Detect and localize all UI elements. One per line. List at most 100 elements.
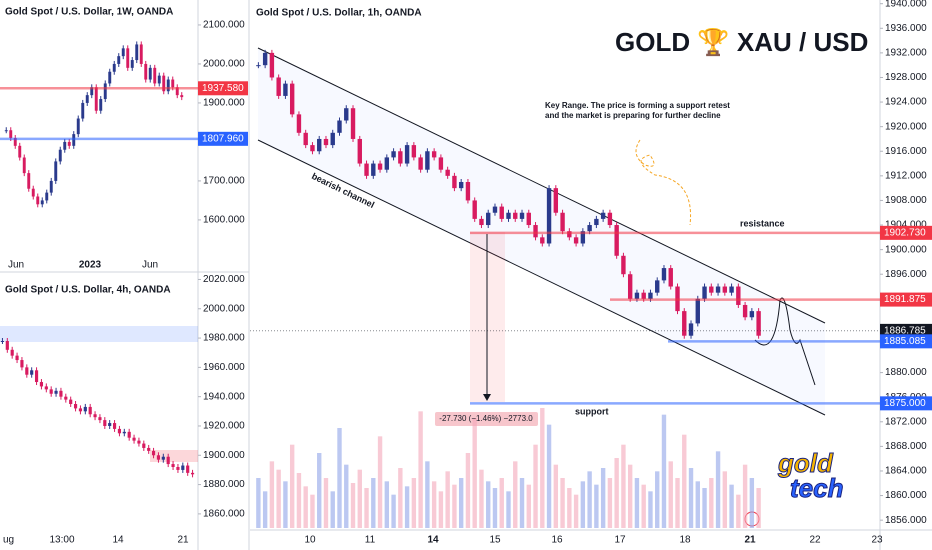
candle — [709, 286, 714, 293]
volume-bar — [499, 478, 504, 528]
price-badge — [880, 334, 932, 349]
measure-label-bg — [435, 412, 538, 426]
candle — [112, 63, 116, 72]
candle — [540, 237, 545, 244]
candle — [117, 428, 122, 434]
candle — [137, 440, 141, 444]
price-badge-label: 1807.960 — [202, 133, 244, 144]
candle — [648, 292, 653, 299]
candle — [404, 145, 410, 164]
volume-bar — [715, 451, 721, 528]
volume-bar — [357, 469, 362, 528]
volume-bar — [526, 484, 531, 528]
candle — [34, 370, 39, 383]
candle — [20, 360, 24, 368]
volume-bar — [634, 478, 640, 528]
candle — [634, 292, 640, 299]
channel-line — [257, 47, 826, 324]
volume-bar — [431, 481, 437, 528]
candle — [157, 75, 161, 84]
volume-bar — [303, 486, 308, 528]
candle — [27, 173, 31, 189]
volume-bar — [337, 428, 342, 528]
volume-bar — [458, 478, 464, 528]
candle — [486, 212, 491, 226]
candle — [153, 67, 157, 84]
y-tick-label: 1872.000 — [885, 416, 927, 427]
candle — [364, 163, 369, 176]
candle — [49, 180, 53, 193]
volume-bar — [695, 481, 700, 528]
candle — [289, 83, 295, 115]
panel-title: Gold Spot / U.S. Dollar, 4h, OANDA — [5, 285, 171, 296]
volume-bar — [675, 478, 680, 528]
volume-bar — [323, 478, 329, 528]
volume-bar — [546, 424, 552, 528]
candle — [186, 465, 190, 473]
volume-bar — [425, 461, 430, 528]
volume-bar — [614, 458, 619, 528]
volume-bar — [621, 444, 626, 528]
candle — [506, 212, 511, 219]
volume-bar — [648, 491, 653, 528]
candle — [344, 108, 349, 121]
candle — [661, 268, 667, 281]
candle — [83, 406, 87, 412]
candle — [513, 212, 518, 219]
volume-bar — [283, 481, 288, 528]
y-tick-label: 1920.000 — [203, 421, 245, 432]
volume-bar — [506, 491, 511, 528]
x-tick-label: 21 — [744, 535, 756, 546]
candle — [310, 145, 315, 152]
price-badge-label: 1891.875 — [884, 294, 926, 305]
note: and the market is preparing for further … — [545, 111, 721, 120]
candle — [742, 304, 748, 318]
candle — [499, 206, 504, 219]
price-badge-label: 1886.785 — [884, 326, 926, 337]
candle — [108, 71, 112, 84]
volume-bar — [262, 491, 268, 528]
volume-bar — [655, 471, 660, 528]
candle — [418, 157, 423, 170]
candle — [78, 408, 83, 412]
candle — [729, 286, 734, 293]
volume-bar — [553, 464, 559, 528]
candle — [715, 286, 721, 293]
candle — [190, 472, 195, 475]
price-badge-label: 1902.730 — [884, 227, 926, 238]
candle — [702, 286, 707, 299]
candle — [44, 386, 48, 390]
candle — [69, 399, 73, 404]
candle — [147, 447, 151, 451]
x-tick-label: 11 — [365, 535, 376, 546]
candle — [73, 404, 78, 409]
candle — [181, 465, 185, 470]
candle — [9, 130, 13, 139]
volume-bar — [668, 461, 673, 528]
y-tick-label: 1864.000 — [885, 466, 927, 477]
volume-bar — [438, 491, 444, 528]
volume-bar — [519, 478, 525, 528]
logo: gold — [777, 448, 834, 478]
y-tick-label: 1940.000 — [885, 0, 927, 9]
y-tick-label: 1904.000 — [885, 220, 927, 231]
price-badge-label: 1937.580 — [202, 83, 244, 94]
candle — [103, 420, 107, 426]
volume-bar — [472, 418, 477, 528]
volume-bar — [749, 478, 755, 528]
price-badge — [880, 225, 932, 240]
volume-bar — [573, 494, 579, 528]
x-tick-label: 18 — [679, 535, 691, 546]
candle — [98, 417, 102, 421]
candle — [156, 455, 161, 460]
candle — [94, 87, 98, 111]
y-tick-label: 2000.000 — [203, 303, 245, 314]
candle — [39, 382, 44, 387]
candle — [296, 114, 302, 133]
candle — [162, 75, 166, 92]
candle — [594, 218, 599, 226]
candle — [180, 95, 184, 98]
volume-bar — [465, 453, 471, 528]
y-tick-label: 1916.000 — [885, 146, 927, 157]
